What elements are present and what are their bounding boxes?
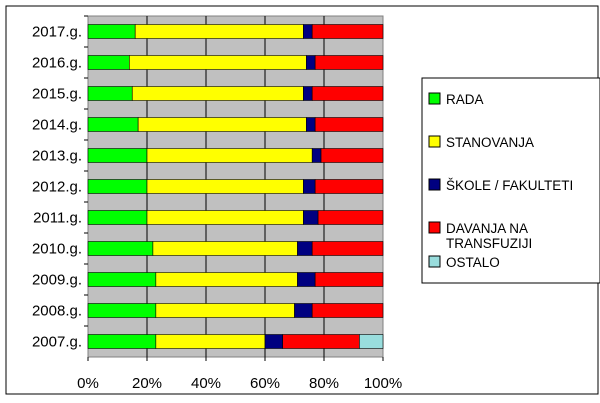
category-label: 2014.g. bbox=[32, 117, 82, 134]
bar-segment bbox=[87, 210, 148, 225]
category-label: 2017.g. bbox=[32, 24, 82, 41]
x-tick-label: 40% bbox=[191, 375, 221, 392]
bars bbox=[87, 24, 384, 349]
bar-segment bbox=[87, 241, 154, 256]
bar-segment bbox=[303, 24, 313, 39]
bar-segment bbox=[311, 241, 384, 256]
bar-segment bbox=[87, 86, 133, 101]
x-tick-labels: 0% 20% 40% 60% 80% 100% bbox=[77, 375, 402, 392]
legend-swatch bbox=[428, 255, 441, 268]
bar-segment bbox=[305, 55, 316, 70]
bar-segment bbox=[305, 117, 316, 132]
bar-segment bbox=[303, 86, 313, 101]
bar-segment bbox=[87, 148, 148, 163]
category-label: 2008.g. bbox=[32, 303, 82, 320]
category-label: 2009.g. bbox=[32, 272, 82, 289]
bar-segment bbox=[303, 210, 319, 225]
category-label: 2012.g. bbox=[32, 179, 82, 196]
bar-segment bbox=[87, 55, 130, 70]
bar-segment bbox=[134, 24, 304, 39]
bar-segment bbox=[297, 241, 313, 256]
bar-segment bbox=[314, 117, 384, 132]
bar-segment bbox=[317, 210, 384, 225]
bar-segment bbox=[303, 179, 316, 194]
bar-segment bbox=[314, 55, 384, 70]
bar-segment bbox=[294, 303, 313, 318]
bar-segment bbox=[152, 241, 298, 256]
bar-segment bbox=[311, 86, 384, 101]
bar-segment bbox=[314, 179, 384, 194]
bar-segment bbox=[314, 272, 384, 287]
legend-label: RADA bbox=[446, 92, 484, 107]
legend-swatch bbox=[428, 221, 441, 234]
bar-segment bbox=[282, 334, 360, 349]
bar-segment bbox=[155, 272, 298, 287]
bar-segment bbox=[155, 303, 295, 318]
bar-segment bbox=[146, 210, 304, 225]
bar-segment bbox=[87, 117, 139, 132]
x-tick-label: 60% bbox=[250, 375, 280, 392]
legend-label: STANOVANJA bbox=[446, 135, 534, 150]
category-label: 2007.g. bbox=[32, 334, 82, 351]
x-tick-label: 0% bbox=[77, 375, 99, 392]
bar-segment bbox=[311, 303, 384, 318]
category-label: 2015.g. bbox=[32, 86, 82, 103]
bar-segment bbox=[311, 148, 322, 163]
legend-label: ŠKOLE / FAKULTETI bbox=[446, 178, 573, 193]
x-tick-label: 100% bbox=[364, 375, 402, 392]
legend-label: DAVANJA NA TRANSFUZIJI bbox=[446, 221, 532, 251]
category-label: 2010.g. bbox=[32, 241, 82, 258]
legend: RADA STANOVANJA ŠKOLE / FAKULTETI DAVANJA N… bbox=[428, 92, 573, 270]
category-label: 2013.g. bbox=[32, 148, 82, 165]
legend-swatch bbox=[428, 135, 441, 148]
bar-segment bbox=[87, 303, 157, 318]
bar-segment bbox=[87, 24, 136, 39]
bar-segment bbox=[359, 334, 384, 349]
bar-segment bbox=[137, 117, 307, 132]
bar-segment bbox=[131, 86, 304, 101]
category-label: 2016.g. bbox=[32, 55, 82, 72]
x-tick-label: 20% bbox=[132, 375, 162, 392]
legend-label: OSTALO bbox=[446, 255, 500, 270]
legend-swatch bbox=[428, 92, 441, 105]
category-labels: 2017.g. 2016.g. 2015.g. 2014.g. 2013.g. 2012.… bbox=[32, 15, 88, 351]
bar-segment bbox=[155, 334, 266, 349]
legend-swatch bbox=[428, 178, 441, 191]
bar-segment bbox=[297, 272, 316, 287]
bar-segment bbox=[320, 148, 384, 163]
bar-segment bbox=[146, 148, 313, 163]
x-tick-label: 80% bbox=[309, 375, 339, 392]
bar-segment bbox=[87, 272, 157, 287]
bar-segment bbox=[146, 179, 304, 194]
category-label: 2011.g. bbox=[33, 210, 82, 227]
bar-segment bbox=[264, 334, 284, 349]
bar-segment bbox=[87, 179, 148, 194]
legend-box bbox=[421, 77, 600, 284]
bar-segment bbox=[311, 24, 384, 39]
bar-segment bbox=[129, 55, 307, 70]
bar-segment bbox=[87, 334, 157, 349]
